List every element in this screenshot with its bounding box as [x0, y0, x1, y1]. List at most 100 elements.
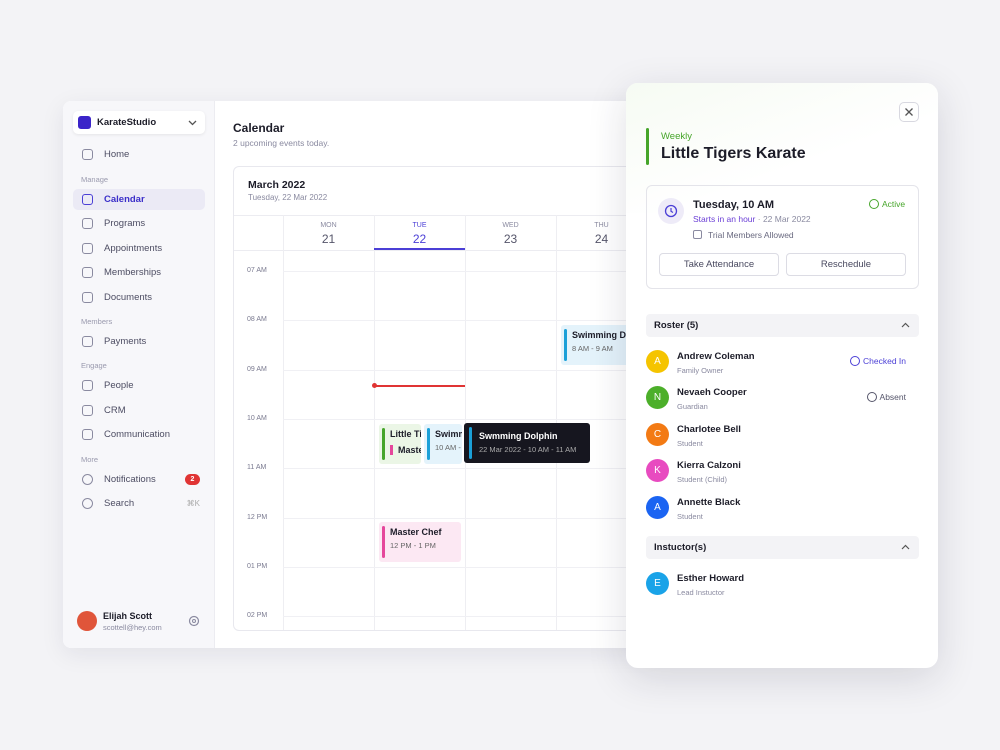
nav-label: Calendar [104, 194, 145, 205]
nav-icon [82, 218, 93, 230]
member-name: Charlotee Bell [677, 423, 741, 435]
heading: Instuctor(s) [654, 542, 707, 553]
nav-item[interactable]: Communication [73, 424, 205, 445]
nav-section: Engage [81, 361, 107, 371]
now-line [374, 385, 465, 387]
nav-label: Memberships [104, 267, 162, 279]
chevron [188, 120, 197, 126]
nav-item[interactable]: Notifications 2 [73, 469, 205, 490]
day-number: 24 [594, 232, 609, 246]
day-name: MON [320, 222, 337, 229]
status-text: Active [882, 199, 906, 209]
heading: Roster (5) [654, 320, 699, 331]
hour-label: 07 AM [247, 267, 267, 274]
session-date: 22 Mar 2022 [762, 214, 811, 224]
grid-line [283, 418, 663, 420]
grid-line [283, 517, 663, 519]
nav-item[interactable]: Payments [73, 331, 205, 352]
nav-item[interactable]: Programs [73, 213, 205, 234]
nav-icon [82, 267, 93, 279]
avatar: C [646, 422, 669, 446]
settings-icon[interactable] [188, 615, 200, 627]
now-dot [372, 383, 377, 388]
status-text: Absent [879, 392, 906, 403]
avatar: A [646, 495, 669, 519]
grid-line [283, 468, 663, 470]
status-icon [866, 392, 877, 403]
tooltip-title: Swmming Dolphin [479, 431, 558, 441]
nav-icon [82, 336, 93, 347]
grid-line [465, 215, 466, 630]
close-button[interactable] [899, 102, 919, 122]
app-window: KarateStudio Home Elijah Scott scottell@… [63, 101, 663, 648]
app-name: KarateStudio [97, 117, 157, 128]
nav-section: More [81, 454, 99, 464]
section-header[interactable]: Roster (5) [646, 314, 919, 337]
nav-section: Manage [81, 175, 109, 184]
day-number: 21 [321, 232, 336, 246]
day-number: 23 [503, 232, 518, 246]
page-subtitle: 2 upcoming events today. [233, 138, 330, 148]
nav-item[interactable]: CRM [73, 400, 205, 421]
day-name: TUE [412, 222, 427, 229]
grid-line [283, 369, 663, 371]
member-name: Nevaeh Cooper [677, 387, 747, 399]
logo [78, 116, 91, 129]
recurrence: Weekly [661, 131, 692, 142]
hour-label: 09 AM [247, 365, 267, 373]
nav-icon [82, 242, 93, 254]
badge: 2 [185, 473, 200, 485]
grid-line [374, 215, 375, 630]
nav-label: Appointments [104, 242, 163, 254]
nav-label: Payments [104, 336, 147, 347]
event-title: Swimming Dolphin [435, 429, 462, 439]
event-title: Master Chef [390, 445, 421, 455]
event-bar [469, 427, 472, 459]
nav-icon [82, 380, 93, 392]
hour-label: 12 PM [247, 513, 268, 521]
nav-item[interactable]: Home [73, 144, 205, 165]
nav-item[interactable]: Appointments [73, 238, 205, 259]
day-name: THU [594, 222, 609, 229]
event[interactable]: Little Tigers Karate Master Chef [379, 424, 421, 464]
event-title: Little Tigers Karate [390, 429, 421, 439]
user-avatar [77, 611, 97, 631]
button[interactable]: Take Attendance [659, 253, 779, 276]
workspace-switcher[interactable]: KarateStudio [73, 111, 205, 134]
member-name: Andrew Coleman [677, 351, 755, 362]
member-role: Guardian [677, 402, 708, 412]
event-title: Little Tigers Karate [661, 145, 806, 162]
nav-item[interactable]: Search ⌘K [73, 493, 205, 514]
nav-item[interactable]: Memberships [73, 262, 205, 283]
month: March 2022 [248, 179, 306, 191]
event-title: Master Chef [390, 527, 442, 537]
member-name: Esther Howard [677, 573, 745, 584]
hour-label: 11 AM [247, 464, 267, 472]
nav-label: CRM [104, 404, 126, 416]
section-header[interactable]: Instuctor(s) [646, 536, 919, 559]
nav-label: Documents [104, 291, 153, 303]
event[interactable]: Master Chef 12 PM - 1 PM [379, 522, 461, 562]
hour-label: 08 AM [247, 316, 267, 324]
member-role: Student (Child) [677, 475, 728, 485]
session-note: Trial Members Allowed [693, 230, 794, 240]
event[interactable]: Swimming Dolphin 10 AM - 11 AM [424, 424, 462, 464]
nav-label: Notifications [104, 473, 156, 485]
nav-item[interactable]: Calendar [73, 189, 205, 210]
hour-label: 01 PM [247, 562, 268, 570]
event-title: Swimming Dolphin [572, 330, 653, 340]
nav-item[interactable]: Documents [73, 287, 205, 308]
event-bar [564, 329, 567, 361]
button[interactable]: Reschedule [786, 253, 906, 276]
grid-line [283, 616, 663, 618]
grid-line [556, 215, 557, 630]
user-email: scottell@hey.com [103, 623, 162, 632]
nav-item[interactable]: People [73, 375, 205, 396]
status-icon [850, 356, 860, 366]
nav-label: People [104, 380, 134, 392]
event-tooltip: Swmming Dolphin 22 Mar 2022 - 10 AM - 11 … [464, 423, 590, 463]
event-panel: Weekly Little Tigers Karate Tuesday, 10 … [626, 83, 938, 668]
member-status: Checked In [850, 356, 906, 366]
session-time: Tuesday, 10 AM [693, 199, 775, 211]
page-title: Calendar [233, 121, 285, 135]
